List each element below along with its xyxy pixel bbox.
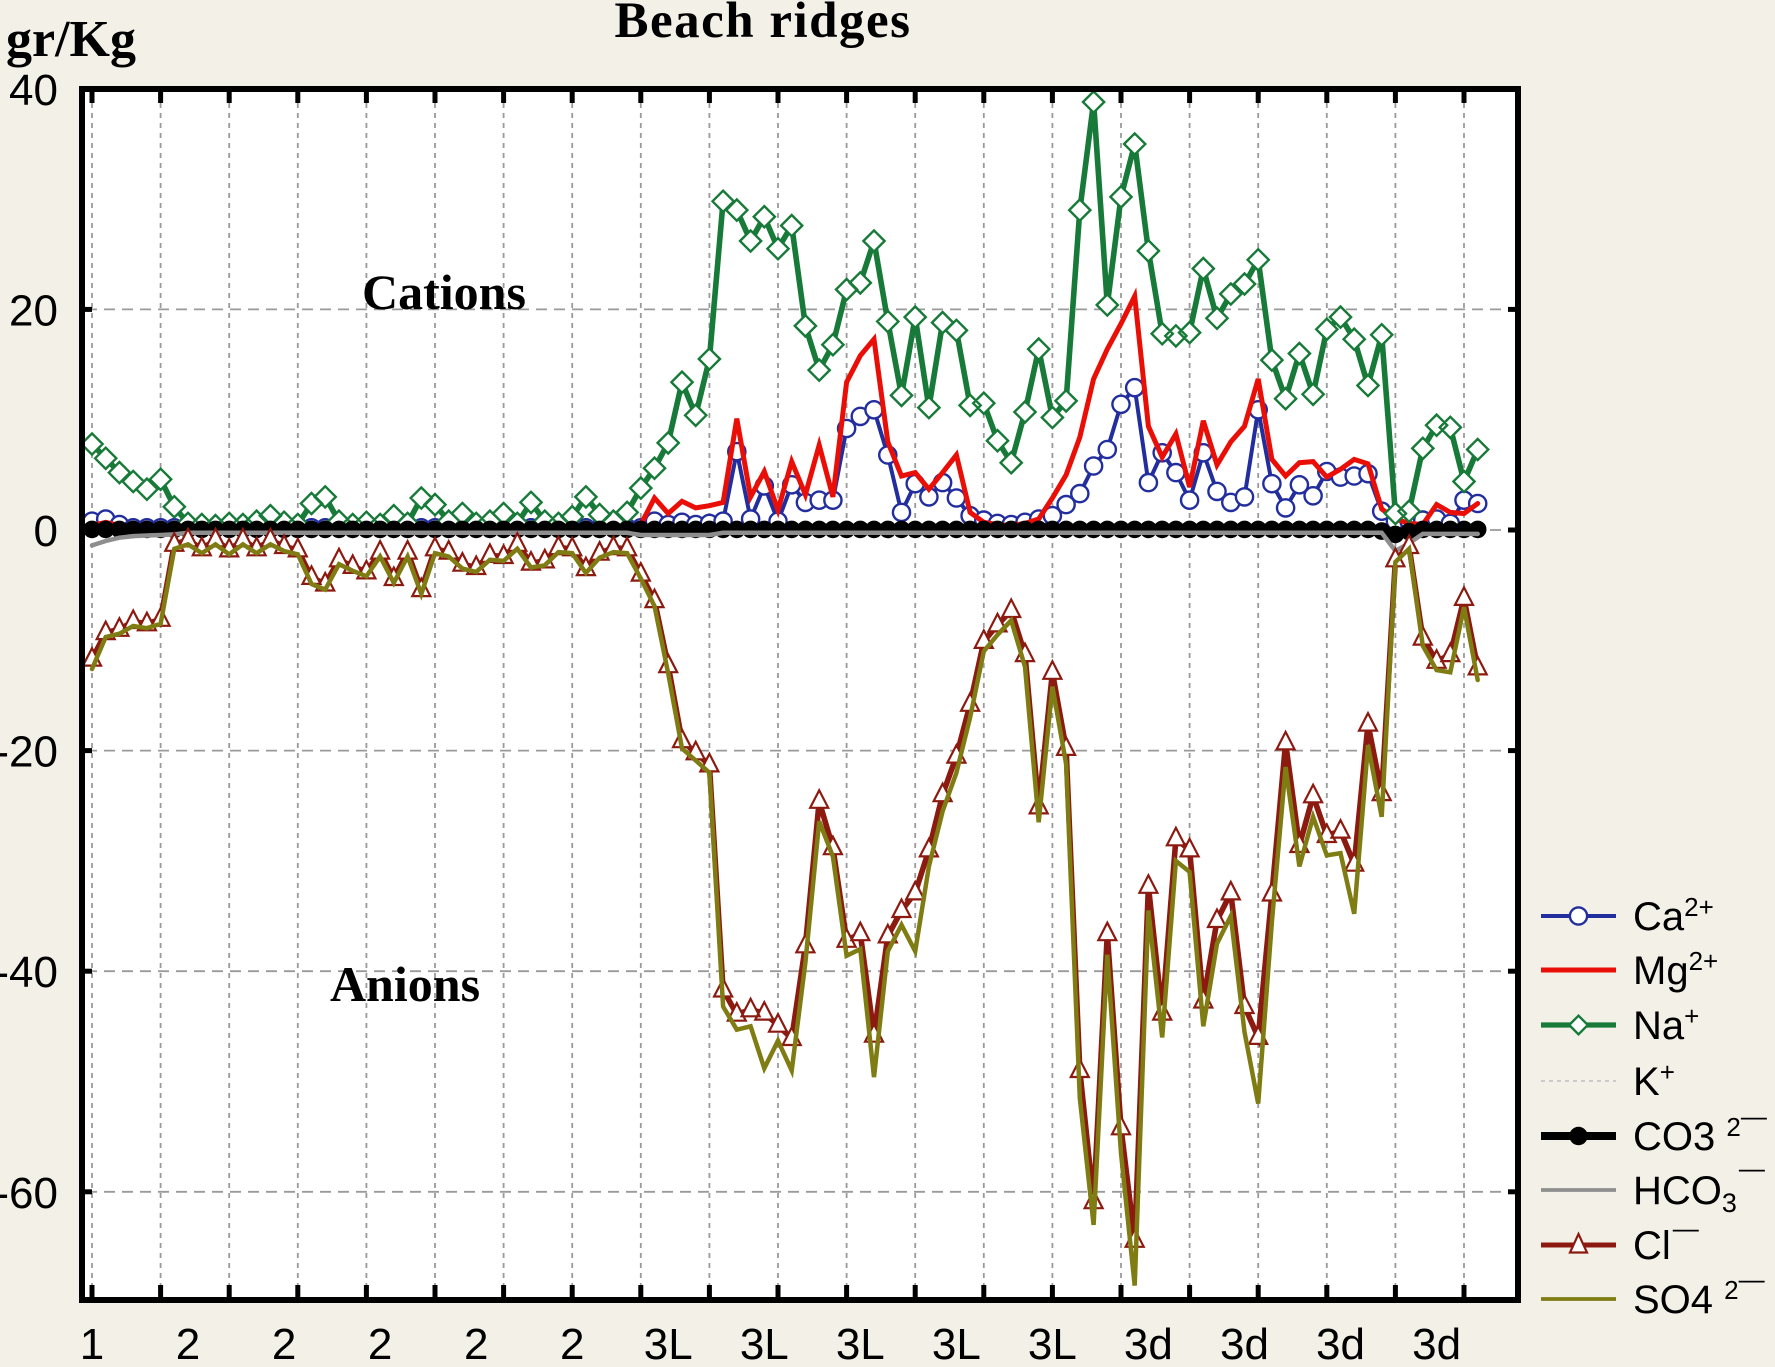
svg-text:2: 2: [560, 1320, 584, 1362]
svg-text:-20: -20: [0, 728, 58, 777]
svg-text:2: 2: [176, 1320, 200, 1362]
svg-text:3L: 3L: [644, 1320, 693, 1362]
svg-text:3d: 3d: [1220, 1320, 1269, 1362]
svg-text:20: 20: [9, 286, 58, 335]
svg-text:-40: -40: [0, 948, 58, 997]
svg-text:2: 2: [272, 1320, 296, 1362]
svg-text:Mg2+: Mg2+: [1633, 946, 1718, 993]
svg-text:HCO3—: HCO3—: [1633, 1153, 1765, 1218]
svg-text:SO4 2—: SO4 2—: [1633, 1264, 1765, 1322]
svg-text:3L: 3L: [836, 1320, 885, 1362]
svg-text:1: 1: [80, 1320, 104, 1362]
svg-text:Cl—: Cl—: [1633, 1213, 1699, 1268]
svg-text:3d: 3d: [1316, 1320, 1365, 1362]
svg-text:Ca2+: Ca2+: [1633, 892, 1714, 939]
svg-text:40: 40: [9, 66, 58, 115]
svg-text:0: 0: [34, 507, 58, 556]
svg-text:3d: 3d: [1124, 1320, 1173, 1362]
svg-text:3L: 3L: [740, 1320, 789, 1362]
svg-text:Anions: Anions: [330, 956, 480, 1012]
svg-text:CO3 2—: CO3 2—: [1633, 1101, 1767, 1159]
svg-text:gr/Kg: gr/Kg: [6, 11, 136, 68]
svg-text:3L: 3L: [932, 1320, 981, 1362]
svg-text:Cations: Cations: [362, 264, 526, 320]
svg-text:K+: K+: [1633, 1057, 1675, 1104]
svg-text:3L: 3L: [1028, 1320, 1077, 1362]
svg-text:Beach ridges: Beach ridges: [614, 0, 911, 49]
svg-text:Na+: Na+: [1633, 1001, 1699, 1048]
svg-text:-60: -60: [0, 1169, 58, 1218]
svg-text:2: 2: [464, 1320, 488, 1362]
svg-text:3d: 3d: [1412, 1320, 1461, 1362]
svg-text:2: 2: [368, 1320, 392, 1362]
